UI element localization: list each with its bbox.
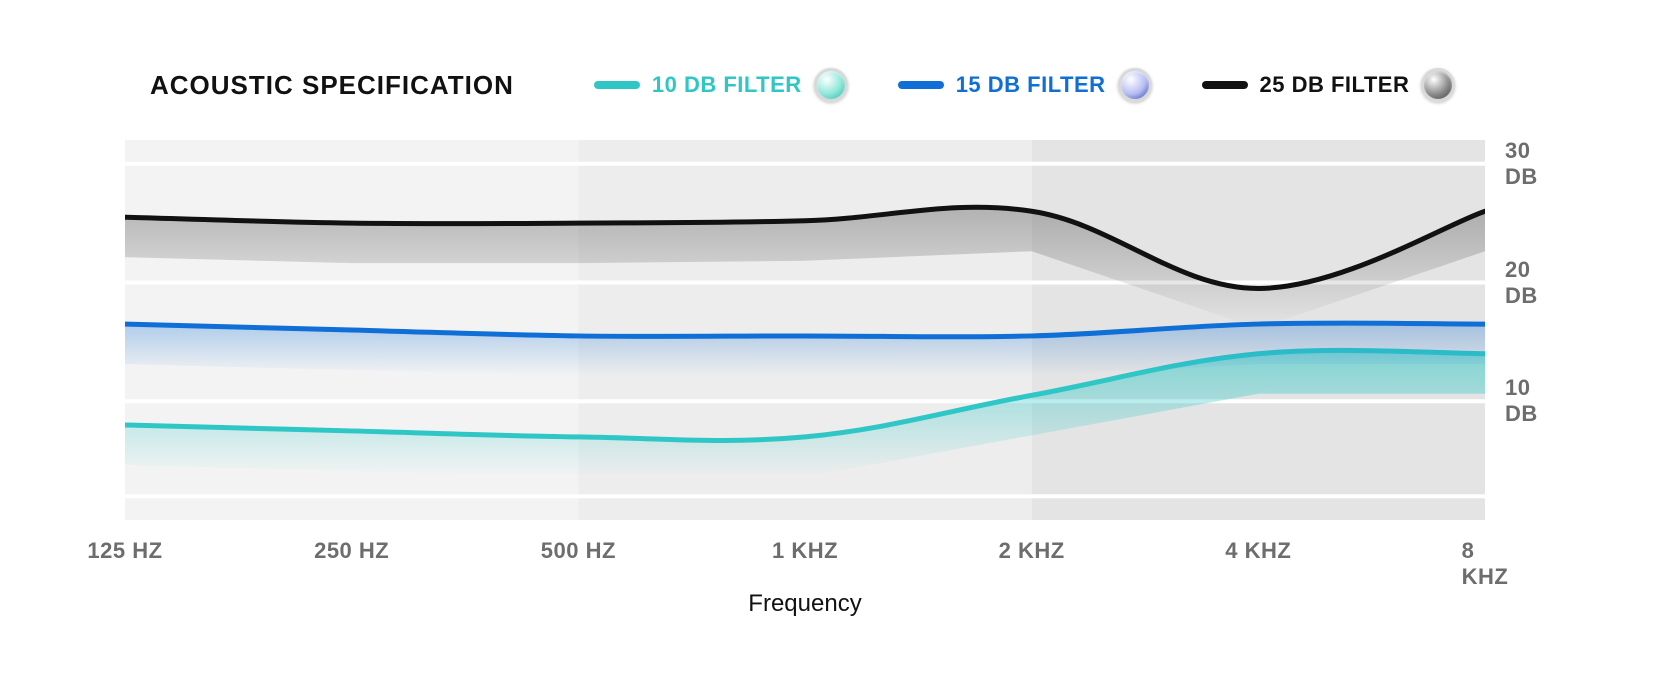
x-tick-label: 2 KHZ (999, 538, 1065, 564)
x-tick-label: 1 KHZ (772, 538, 838, 564)
legend-dash-icon (594, 81, 640, 89)
legend-swatch-icon (814, 68, 848, 102)
legend-dash-icon (898, 81, 944, 89)
y-tick-label: 20 DB (1505, 257, 1538, 309)
x-tick-label: 4 KHZ (1225, 538, 1291, 564)
legend-swatch-icon (1421, 68, 1455, 102)
header: ACOUSTIC SPECIFICATION 10 DB FILTER 15 DB… (150, 60, 1513, 110)
y-tick-label: 30 DB (1505, 138, 1538, 190)
legend-dash-icon (1202, 81, 1248, 89)
legend: 10 DB FILTER 15 DB FILTER 25 DB FILTER (594, 68, 1455, 102)
x-tick-label: 8 KHZ (1462, 538, 1509, 590)
chart-title: ACOUSTIC SPECIFICATION (150, 70, 514, 101)
chart-svg (125, 140, 1485, 520)
x-tick-label: 125 HZ (87, 538, 162, 564)
x-axis-title: Frequency (748, 590, 861, 618)
legend-item-1: 15 DB FILTER (898, 68, 1152, 102)
legend-swatch-icon (1118, 68, 1152, 102)
legend-item-0: 10 DB FILTER (594, 68, 848, 102)
x-tick-label: 500 HZ (541, 538, 616, 564)
y-tick-label: 10 DB (1505, 375, 1538, 427)
legend-label: 15 DB FILTER (956, 72, 1106, 98)
root: ACOUSTIC SPECIFICATION 10 DB FILTER 15 DB… (0, 0, 1663, 700)
legend-label: 10 DB FILTER (652, 72, 802, 98)
plot-area: 125 HZ250 HZ500 HZ1 KHZ2 KHZ4 KHZ8 KHZ 1… (125, 140, 1485, 520)
x-tick-label: 250 HZ (314, 538, 389, 564)
legend-item-2: 25 DB FILTER (1202, 68, 1456, 102)
legend-label: 25 DB FILTER (1260, 72, 1410, 98)
